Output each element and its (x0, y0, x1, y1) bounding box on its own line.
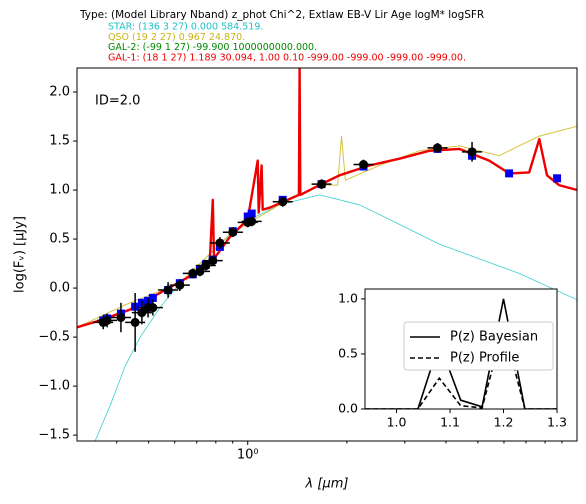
y-tick-label: 0.5 (338, 345, 358, 360)
model-point (553, 174, 562, 183)
x-tick-label: 10⁰ (237, 448, 259, 463)
y-tick-label: 1.0 (338, 290, 358, 305)
header-line: GAL-2: (-99 1 27) -99.900 1000000000.000… (108, 42, 317, 53)
header-line: QSO (19 2 27) 0.967 24.870. (108, 32, 245, 43)
data-point (247, 216, 257, 226)
data-point (102, 315, 112, 325)
y-tick-label: 0.0 (49, 281, 70, 296)
x-tick-label: 1.1 (440, 415, 460, 430)
legend-label: P(z) Profile (450, 351, 519, 366)
model-point (247, 209, 256, 218)
axes-frame (76, 67, 578, 442)
model-point (505, 169, 514, 178)
y-tick-label: −1.0 (38, 379, 70, 394)
data-point (215, 238, 225, 248)
series-line (365, 323, 557, 409)
model-point (148, 293, 157, 302)
series-line (365, 298, 557, 409)
legend-label: P(z) Bayesian (450, 330, 538, 345)
x-tick-label: 1.0 (387, 415, 407, 430)
data-point (467, 147, 477, 157)
plot-layer (77, 68, 577, 441)
data-point (175, 280, 185, 290)
axes-frame (364, 288, 558, 410)
header-line: GAL-1: (18 1 27) 1.189 30.094, 1.00 0.10… (108, 52, 466, 63)
data-point (163, 285, 173, 295)
data-point (317, 179, 327, 189)
x-tick-label: 1.2 (494, 415, 514, 430)
data-point (359, 160, 369, 170)
legend-box (403, 321, 554, 371)
x-tick-label: 1.3 (547, 415, 567, 430)
y-axis-label: log(Fᵥ) [µJy] (13, 216, 28, 293)
data-point (137, 308, 147, 318)
y-tick-label: 1.0 (49, 183, 70, 198)
y-tick-label: 2.0 (49, 85, 70, 100)
y-tick-label: −0.5 (38, 330, 70, 345)
header-line: STAR: (136 3 27) 0.000 584.519. (108, 22, 263, 33)
data-point (148, 303, 158, 313)
data-point (195, 266, 205, 276)
data-point (278, 197, 288, 207)
data-point (116, 312, 126, 322)
annotation: ID=2.0 (95, 94, 140, 109)
y-tick-label: −1.5 (38, 428, 70, 443)
data-point (208, 256, 218, 266)
data-point (130, 317, 140, 327)
data-point (201, 261, 211, 271)
y-tick-label: 0.0 (338, 401, 358, 416)
data-point (433, 143, 443, 153)
plot-layer (365, 298, 557, 409)
y-tick-label: 1.5 (49, 134, 70, 149)
chart-title: Type: (Model Library Nband) z_phot Chi^2… (79, 9, 484, 21)
y-tick-label: 0.5 (49, 232, 70, 247)
data-point (228, 227, 238, 237)
x-axis-label: λ [µm] (305, 477, 349, 492)
